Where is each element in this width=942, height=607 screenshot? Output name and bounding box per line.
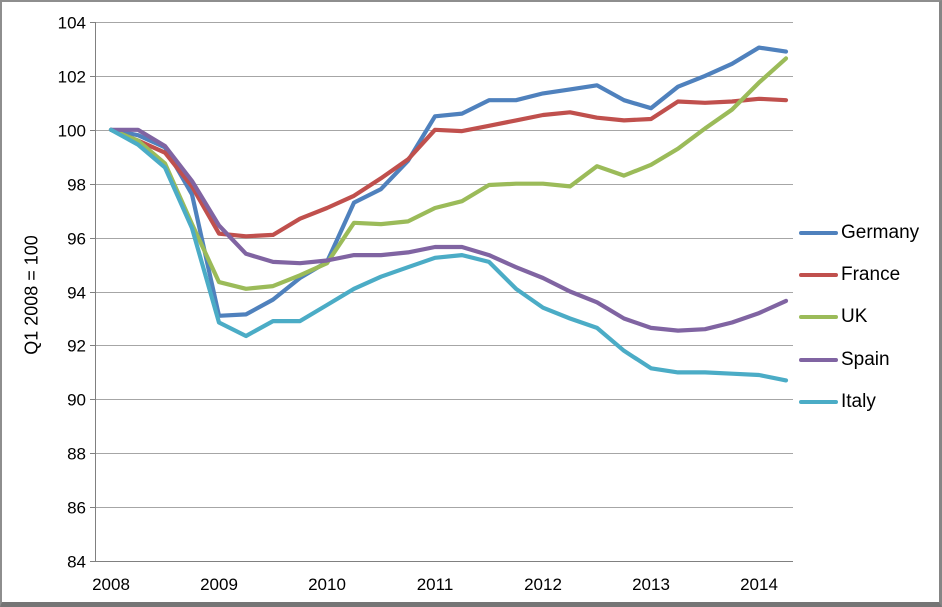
x-tick-label-2011: 2011 [417,575,454,594]
y-tick-label-98: 98 [67,176,86,195]
x-tick-label-2009: 2009 [200,575,238,594]
y-tick-label-94: 94 [67,284,86,303]
y-tick-label-92: 92 [67,337,86,356]
y-tick-label-102: 102 [58,68,86,87]
y-tick-label-96: 96 [67,230,86,249]
x-tick-label-2008: 2008 [92,575,130,594]
x-tick-label-2010: 2010 [308,575,346,594]
series-line-france [108,96,789,239]
x-tick-label-2014: 2014 [740,575,778,594]
y-tick-label-84: 84 [67,553,86,572]
y-tick-label-100: 100 [58,122,86,141]
y-tick-label-88: 88 [67,445,86,464]
series-line-uk [108,56,789,291]
series-line-italy [108,127,789,383]
x-tick-label-2013: 2013 [632,575,670,594]
y-tick-label-104: 104 [58,14,86,33]
y-tick-label-90: 90 [67,391,86,410]
series-line-germany [108,45,789,318]
series-line-spain [108,127,789,333]
y-axis-title: Q1 2008 = 100 [21,235,42,355]
x-tick-label-2012: 2012 [524,575,562,594]
y-tick-label-86: 86 [67,499,86,518]
